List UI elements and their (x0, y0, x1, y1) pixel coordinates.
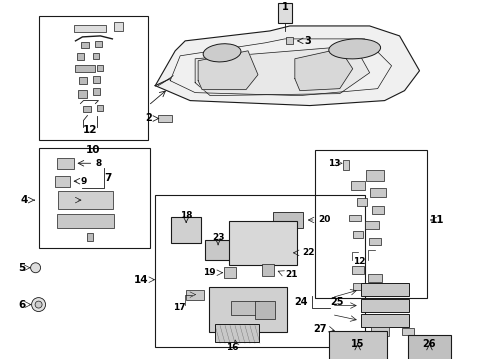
Text: 9: 9 (81, 177, 87, 186)
Text: 7: 7 (104, 173, 112, 183)
Bar (209, 287, 286, 332)
Bar (75, 65, 95, 72)
Text: 10: 10 (86, 145, 101, 155)
Text: 17: 17 (172, 303, 185, 312)
Bar (356, 198, 366, 206)
Text: 18: 18 (180, 211, 192, 220)
Bar (93, 76, 100, 83)
Bar (58, 191, 113, 209)
Text: 4: 4 (21, 195, 28, 205)
Bar (277, 3, 291, 23)
Bar (360, 299, 407, 312)
Polygon shape (294, 49, 352, 91)
Bar (350, 181, 364, 190)
Bar (57, 158, 74, 169)
Bar (215, 324, 259, 342)
Bar (369, 188, 385, 197)
Bar (262, 264, 273, 276)
Text: 22: 22 (301, 248, 314, 257)
Text: 8: 8 (95, 159, 102, 168)
Text: 27: 27 (312, 324, 326, 334)
Bar (186, 290, 203, 300)
Bar (83, 105, 91, 112)
Bar (368, 238, 380, 246)
Bar (204, 240, 230, 260)
Text: 21: 21 (285, 270, 297, 279)
Bar (401, 328, 413, 335)
Bar (171, 217, 201, 243)
Bar (95, 41, 102, 47)
Bar (93, 53, 99, 59)
Bar (230, 301, 259, 315)
Bar (81, 42, 89, 48)
Text: 11: 11 (429, 215, 444, 225)
Text: 25: 25 (329, 297, 343, 307)
Bar (77, 53, 84, 60)
Text: 5: 5 (19, 263, 26, 273)
Bar (74, 26, 106, 32)
Bar (364, 221, 378, 229)
Bar (367, 274, 381, 282)
Text: 12: 12 (353, 257, 365, 266)
Bar (97, 104, 103, 111)
Ellipse shape (32, 298, 45, 311)
Bar (360, 314, 407, 327)
Bar (370, 327, 388, 336)
Bar (158, 114, 172, 122)
Bar (39, 16, 148, 140)
Bar (314, 150, 427, 298)
Text: 23: 23 (211, 233, 224, 242)
Text: 24: 24 (294, 297, 307, 307)
Text: 20: 20 (317, 216, 329, 225)
Bar (360, 283, 407, 296)
Text: 19: 19 (203, 268, 216, 277)
Bar (224, 267, 236, 278)
Polygon shape (195, 46, 369, 96)
Bar (328, 332, 386, 360)
Bar (352, 283, 362, 290)
Text: 12: 12 (83, 125, 98, 135)
Bar (351, 266, 363, 274)
Bar (93, 88, 100, 95)
Ellipse shape (328, 39, 380, 59)
Bar (55, 176, 70, 186)
Bar (342, 160, 348, 170)
Bar (39, 148, 150, 248)
Bar (272, 212, 302, 228)
Text: 3: 3 (304, 36, 311, 46)
Bar (254, 301, 274, 319)
Bar (348, 215, 360, 221)
Bar (286, 37, 293, 44)
Ellipse shape (31, 263, 41, 273)
Text: 6: 6 (19, 300, 26, 310)
Text: 1: 1 (281, 2, 287, 12)
Bar (365, 170, 383, 181)
Text: 14: 14 (133, 275, 148, 285)
Bar (114, 22, 122, 31)
Bar (57, 214, 114, 228)
Bar (80, 77, 87, 84)
Ellipse shape (203, 44, 241, 62)
Ellipse shape (35, 301, 42, 308)
Text: 26: 26 (422, 339, 435, 349)
Polygon shape (198, 51, 258, 90)
Bar (78, 90, 87, 98)
Bar (274, 247, 288, 259)
Text: 16: 16 (225, 343, 238, 352)
Bar (155, 195, 364, 347)
Text: 15: 15 (350, 339, 364, 349)
Bar (352, 231, 362, 238)
Text: 2: 2 (144, 113, 151, 123)
Text: 13: 13 (328, 159, 340, 168)
Bar (97, 65, 103, 71)
Polygon shape (155, 26, 419, 105)
Bar (371, 206, 383, 214)
Bar (87, 233, 93, 241)
Bar (228, 221, 296, 265)
Bar (407, 336, 450, 360)
